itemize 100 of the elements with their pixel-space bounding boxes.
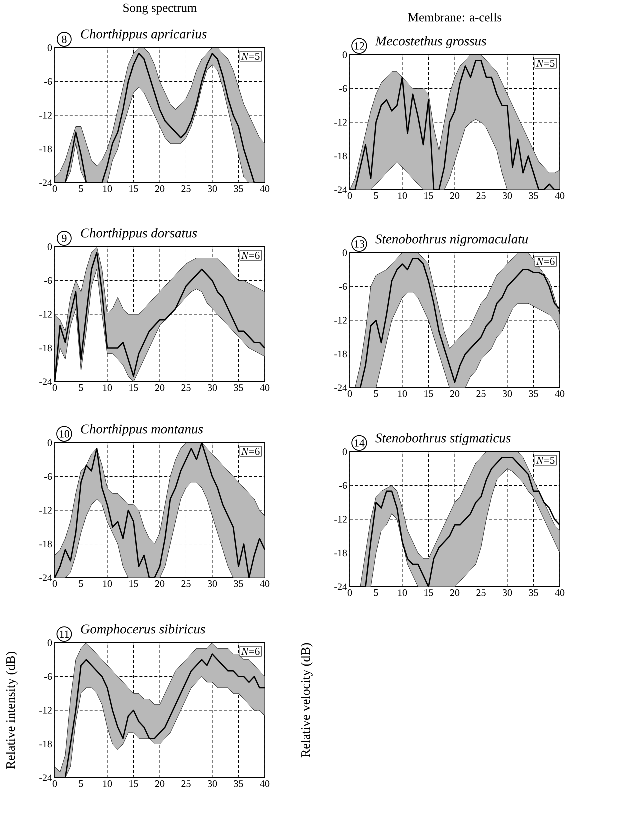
x-tick-label: 5 xyxy=(79,186,84,192)
y-tick-label: -12 xyxy=(40,112,52,119)
x-tick-label: 35 xyxy=(529,192,538,200)
x-tick-label: 35 xyxy=(234,780,244,788)
text: 9 xyxy=(62,234,67,242)
x-tick-label: 20 xyxy=(450,590,460,596)
y-tick-label: -24 xyxy=(334,384,348,392)
x-tick-label: 15 xyxy=(424,192,434,200)
x-tick-label: 35 xyxy=(234,384,244,392)
y-tick-label: -18 xyxy=(40,540,52,548)
x-tick-label: 35 xyxy=(234,580,244,588)
x-tick-label: 30 xyxy=(503,390,512,398)
x-tick-label: 10 xyxy=(103,384,112,392)
x-tick-label: 5 xyxy=(374,192,378,200)
chart-subtitle: Song spectrum xyxy=(124,4,197,15)
y-tick-label: -12 xyxy=(40,507,52,514)
x-tick-label: 5 xyxy=(374,590,378,596)
text: 12 xyxy=(354,42,364,50)
text: 8 xyxy=(62,36,67,44)
y-tick-label: 0 xyxy=(342,52,348,58)
x-tick-label: 15 xyxy=(130,384,138,392)
x-tick-label: 10 xyxy=(103,580,112,588)
chart-title: Gomphocerus sibiricus xyxy=(81,624,206,637)
y-tick-label: -18 xyxy=(40,344,52,352)
y-tick-label: 0 xyxy=(342,448,348,456)
x-tick-label: 10 xyxy=(398,390,408,398)
x-tick-label: 15 xyxy=(424,590,434,596)
y-tick-label: -24 xyxy=(40,378,52,386)
x-tick-label: 35 xyxy=(234,186,244,192)
x-tick-label: 10 xyxy=(103,780,112,788)
x-tick-label: 15 xyxy=(130,580,138,588)
annotation: N=5 xyxy=(241,53,260,60)
x-tick-label: 15 xyxy=(130,186,138,192)
x-tick-label: 40 xyxy=(260,780,270,788)
chart-title: Chorthippus apricarius xyxy=(81,29,207,42)
annotation: N=5 xyxy=(536,60,555,68)
y-tick-label: -18 xyxy=(334,350,348,358)
x-tick-label: 25 xyxy=(182,780,191,788)
text: 14 xyxy=(354,440,365,447)
x-tick-label: 25 xyxy=(182,186,191,192)
x-tick-label: 5 xyxy=(79,384,84,392)
x-tick-label: 30 xyxy=(208,384,218,392)
y-tick-label: -24 xyxy=(40,180,52,186)
y-tick-label: 0 xyxy=(48,244,52,250)
y-tick-label: -6 xyxy=(44,277,52,284)
annotation: N=6 xyxy=(241,252,260,260)
x-tick-label: 0 xyxy=(348,192,352,200)
chart-subtitle: Membrane: a-cells xyxy=(408,12,502,22)
x-tick-label: 20 xyxy=(155,580,165,588)
x-tick-label: 35 xyxy=(529,390,538,398)
y-tick-label: 0 xyxy=(48,640,52,646)
y-tick-label: -12 xyxy=(334,317,347,324)
x-tick-label: 20 xyxy=(450,192,460,200)
chart-title: Stenobothrus stigmaticus xyxy=(376,433,511,446)
y-tick-label: -24 xyxy=(334,186,348,194)
x-tick-label: 30 xyxy=(208,780,218,788)
x-tick-label: 0 xyxy=(52,780,58,788)
x-tick-label: 40 xyxy=(260,384,270,392)
y-tick-label: -24 xyxy=(40,574,52,582)
text: 10 xyxy=(60,430,70,438)
x-tick-label: 5 xyxy=(374,390,378,398)
x-tick-label: 20 xyxy=(450,390,460,398)
y-tick-label: -18 xyxy=(334,550,348,557)
x-tick-label: 20 xyxy=(155,780,165,788)
y-tick-label: -24 xyxy=(334,584,348,590)
chart-title: Stenobothrus nigromaculatu xyxy=(376,234,528,246)
chart-title: Mecostethus grossus xyxy=(375,36,486,48)
x-tick-label: 35 xyxy=(529,590,538,596)
annotation: N=5 xyxy=(536,457,555,464)
x-tick-label: 40 xyxy=(260,186,270,192)
x-tick-label: 30 xyxy=(208,186,218,192)
y-tick-label: 0 xyxy=(48,440,52,446)
x-tick-label: 15 xyxy=(130,780,138,788)
text: 11 xyxy=(60,630,70,638)
x-tick-label: 10 xyxy=(398,590,408,596)
x-tick-label: 0 xyxy=(348,390,352,398)
y-tick-label: -18 xyxy=(334,152,348,160)
x-tick-label: 15 xyxy=(424,390,434,398)
y-tick-label: -12 xyxy=(334,119,347,126)
x-tick-label: 0 xyxy=(348,590,352,596)
x-tick-label: 30 xyxy=(503,192,512,200)
x-tick-label: 20 xyxy=(155,186,165,192)
y-tick-label: -6 xyxy=(340,283,348,290)
y-axis-title: Relative intensity (dB) xyxy=(6,652,18,770)
chart-title: Chorthippus dorsatus xyxy=(81,228,198,240)
y-tick-label: -12 xyxy=(40,707,52,714)
y-tick-label: -18 xyxy=(40,146,52,153)
annotation: N=6 xyxy=(241,448,260,456)
x-tick-label: 5 xyxy=(79,780,84,788)
y-tick-label: -12 xyxy=(334,516,347,523)
x-tick-label: 40 xyxy=(555,192,565,200)
y-tick-label: -18 xyxy=(40,740,52,748)
x-tick-label: 0 xyxy=(52,186,58,192)
y-tick-label: -6 xyxy=(44,673,52,680)
x-tick-label: 10 xyxy=(398,192,408,200)
x-tick-label: 40 xyxy=(555,390,565,398)
y-tick-label: -6 xyxy=(340,482,348,490)
y-tick-label: 0 xyxy=(48,44,52,52)
y-tick-label: -24 xyxy=(40,774,52,782)
annotation: N=6 xyxy=(241,648,260,656)
